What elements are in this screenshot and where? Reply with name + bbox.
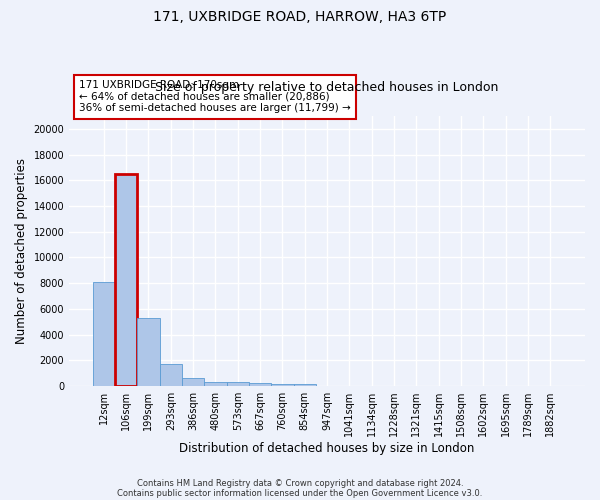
Title: Size of property relative to detached houses in London: Size of property relative to detached ho… bbox=[155, 81, 499, 94]
Bar bbox=[271, 384, 293, 386]
X-axis label: Distribution of detached houses by size in London: Distribution of detached houses by size … bbox=[179, 442, 475, 455]
Bar bbox=[293, 384, 316, 386]
Text: Contains HM Land Registry data © Crown copyright and database right 2024.: Contains HM Land Registry data © Crown c… bbox=[137, 478, 463, 488]
Bar bbox=[160, 364, 182, 386]
Bar bbox=[115, 174, 137, 386]
Bar bbox=[249, 384, 271, 386]
Text: 171 UXBRIDGE ROAD: 170sqm
← 64% of detached houses are smaller (20,886)
36% of s: 171 UXBRIDGE ROAD: 170sqm ← 64% of detac… bbox=[79, 80, 351, 114]
Bar bbox=[182, 378, 204, 386]
Bar bbox=[227, 382, 249, 386]
Text: Contains public sector information licensed under the Open Government Licence v3: Contains public sector information licen… bbox=[118, 488, 482, 498]
Y-axis label: Number of detached properties: Number of detached properties bbox=[15, 158, 28, 344]
Bar bbox=[92, 282, 115, 386]
Text: 171, UXBRIDGE ROAD, HARROW, HA3 6TP: 171, UXBRIDGE ROAD, HARROW, HA3 6TP bbox=[154, 10, 446, 24]
Bar bbox=[204, 382, 227, 386]
Bar bbox=[137, 318, 160, 386]
